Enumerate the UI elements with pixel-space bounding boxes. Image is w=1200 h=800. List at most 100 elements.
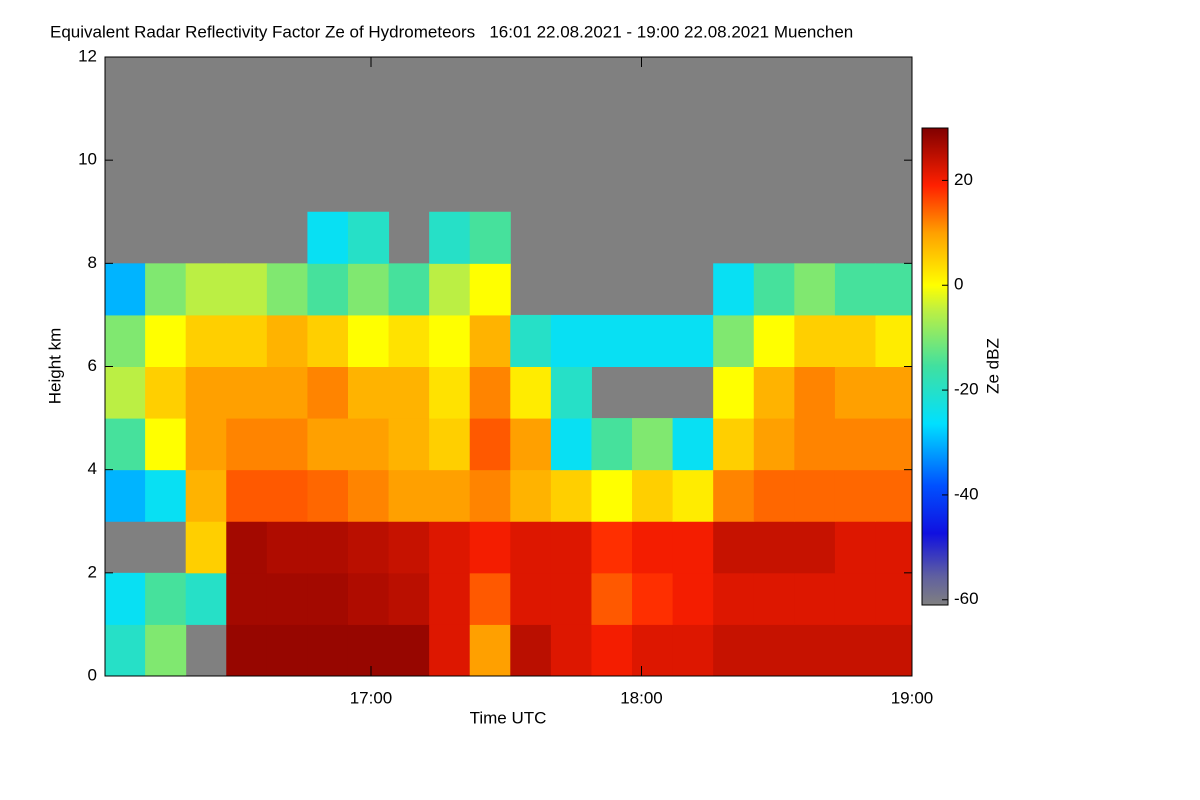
heatmap-cell bbox=[105, 572, 146, 625]
heatmap-cell bbox=[388, 418, 430, 471]
heatmap-cell bbox=[388, 521, 430, 574]
heatmap-cell bbox=[307, 469, 349, 522]
heatmap-cell bbox=[185, 263, 227, 316]
heatmap-cell bbox=[672, 469, 714, 522]
heatmap-cell bbox=[753, 366, 795, 419]
heatmap-cell bbox=[632, 572, 674, 625]
heatmap-cell bbox=[469, 314, 511, 367]
heatmap-cell bbox=[713, 469, 755, 522]
heatmap-cell bbox=[875, 314, 912, 367]
x-tick-label: 18:00 bbox=[620, 688, 663, 707]
heatmap-cell bbox=[753, 263, 795, 316]
heatmap-cell bbox=[145, 469, 187, 522]
colorbar-tick-label: -20 bbox=[954, 380, 979, 399]
heatmap-cell bbox=[834, 521, 876, 574]
heatmap-cell bbox=[429, 418, 471, 471]
heatmap-cell bbox=[469, 366, 511, 419]
heatmap-cell bbox=[591, 624, 633, 676]
heatmap-cell bbox=[550, 366, 592, 419]
heatmap-cell bbox=[632, 314, 674, 367]
heatmap-cell bbox=[185, 418, 227, 471]
heatmap-cell bbox=[429, 624, 471, 676]
heatmap-cell bbox=[266, 418, 308, 471]
heatmap-cell bbox=[429, 469, 471, 522]
heatmap-cell bbox=[105, 314, 146, 367]
heatmap-cell bbox=[794, 572, 836, 625]
heatmap-cell bbox=[185, 366, 227, 419]
heatmap-cell bbox=[347, 314, 390, 367]
heatmap-cell bbox=[226, 624, 268, 676]
heatmap-cell bbox=[105, 366, 146, 419]
heatmap-cell bbox=[510, 418, 552, 471]
heatmap-cell bbox=[469, 211, 511, 264]
y-tick-label: 0 bbox=[88, 665, 97, 684]
heatmap-cell bbox=[307, 366, 349, 419]
heatmap-cell bbox=[388, 624, 430, 676]
heatmap-cell bbox=[591, 521, 633, 574]
heatmap-cell bbox=[145, 263, 187, 316]
heatmap-cell bbox=[266, 521, 308, 574]
heatmap-cell bbox=[388, 314, 430, 367]
heatmap-cell bbox=[266, 366, 308, 419]
heatmap-cell bbox=[713, 521, 755, 574]
heatmap-cell bbox=[713, 572, 755, 625]
heatmap-cell bbox=[307, 572, 349, 625]
heatmap-cell bbox=[185, 521, 227, 574]
heatmap-cell bbox=[266, 314, 308, 367]
heatmap-cell bbox=[105, 418, 146, 471]
heatmap-cell bbox=[672, 572, 714, 625]
heatmap-cell bbox=[307, 624, 349, 676]
heatmap-cell bbox=[226, 521, 268, 574]
heatmap-cell bbox=[834, 572, 876, 625]
heatmap-cell bbox=[307, 211, 349, 264]
heatmap-cell bbox=[713, 418, 755, 471]
heatmap-cell bbox=[794, 469, 836, 522]
heatmap-cell bbox=[834, 366, 876, 419]
x-tick-label: 19:00 bbox=[891, 688, 934, 707]
heatmap-cell bbox=[875, 572, 912, 625]
heatmap-cell bbox=[429, 366, 471, 419]
heatmap-cell bbox=[105, 469, 146, 522]
heatmap-cell bbox=[753, 314, 795, 367]
heatmap-cell bbox=[429, 521, 471, 574]
heatmap-cell bbox=[307, 314, 349, 367]
heatmap-cell bbox=[388, 469, 430, 522]
heatmap-cell bbox=[105, 624, 146, 676]
heatmap-cell bbox=[307, 263, 349, 316]
heatmap-cell bbox=[226, 263, 268, 316]
heatmap-cell bbox=[834, 314, 876, 367]
heatmap-cell bbox=[347, 469, 390, 522]
heatmap-cell bbox=[510, 314, 552, 367]
heatmap-cell bbox=[632, 521, 674, 574]
heatmap-cell bbox=[632, 418, 674, 471]
heatmap-cell bbox=[753, 521, 795, 574]
y-axis-label: Height km bbox=[45, 328, 64, 405]
colorbar-tick-label: -60 bbox=[954, 589, 979, 608]
heatmap-cell bbox=[510, 469, 552, 522]
heatmap-cell bbox=[672, 521, 714, 574]
heatmap-cell bbox=[429, 314, 471, 367]
y-tick-label: 10 bbox=[78, 150, 97, 169]
heatmap-cell bbox=[875, 521, 912, 574]
y-tick-label: 2 bbox=[88, 562, 97, 581]
heatmap-cell bbox=[672, 624, 714, 676]
heatmap-cell bbox=[713, 624, 755, 676]
heatmap-cell bbox=[226, 366, 268, 419]
heatmap-cell bbox=[753, 572, 795, 625]
x-tick-label: 17:00 bbox=[350, 688, 393, 707]
heatmap-cell bbox=[591, 314, 633, 367]
heatmap-cell bbox=[105, 263, 146, 316]
colorbar-label: Ze dBZ bbox=[983, 338, 1002, 394]
heatmap-cell bbox=[185, 314, 227, 367]
heatmap-cell bbox=[550, 572, 592, 625]
heatmap-cell bbox=[591, 469, 633, 522]
heatmap-cell bbox=[510, 521, 552, 574]
heatmap-cell bbox=[794, 263, 836, 316]
heatmap-cell bbox=[550, 314, 592, 367]
heatmap-cell bbox=[753, 469, 795, 522]
heatmap-cell bbox=[591, 572, 633, 625]
heatmap-cell bbox=[347, 366, 390, 419]
heatmap-cell bbox=[307, 521, 349, 574]
colorbar-tick-label: 20 bbox=[954, 170, 973, 189]
chart-title: Equivalent Radar Reflectivity Factor Ze … bbox=[50, 22, 853, 41]
